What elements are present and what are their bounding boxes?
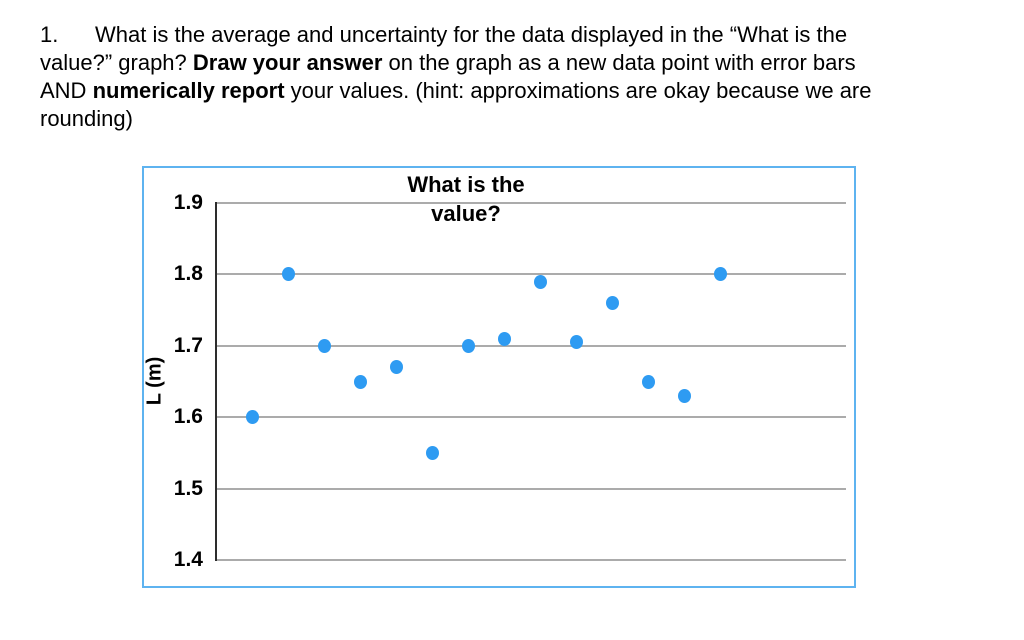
- gridline: [217, 273, 846, 276]
- question-line: 1. What is the average and uncertainty f…: [40, 21, 1000, 49]
- chart-title: What is the value?: [407, 170, 524, 228]
- question-line: AND numerically report your values. (hin…: [40, 77, 1000, 105]
- plot-area: 1.9 1.8 1.7 1.6 1.5 1.4: [174, 192, 846, 571]
- data-point: [498, 331, 512, 346]
- y-tick-label: 1.4: [173, 548, 203, 571]
- gridline: [217, 559, 846, 561]
- chart-title-line2: value?: [431, 201, 501, 226]
- data-point: [282, 267, 296, 282]
- question-segment: 1. What is the average and uncertainty f…: [40, 22, 848, 47]
- y-axis-label: L (m): [143, 356, 166, 406]
- question-segment: on the graph as a new data point with er…: [382, 50, 856, 75]
- y-tick-label: 1.8: [173, 262, 203, 286]
- data-point: [390, 360, 404, 375]
- question-bold-segment: Draw your answer: [192, 50, 383, 75]
- question-segment: your values. (hint: approximations are o…: [284, 78, 872, 103]
- data-point: [713, 267, 727, 282]
- question-text: 1. What is the average and uncertainty f…: [40, 21, 1000, 133]
- gridline: [217, 202, 846, 204]
- y-tick-label: 1.9: [173, 191, 203, 214]
- gridline: [217, 344, 846, 347]
- question-line: value?” graph? Draw your answer on the g…: [40, 49, 1000, 77]
- data-point: [462, 338, 476, 353]
- question-line: rounding): [40, 105, 1000, 133]
- data-point: [246, 410, 260, 425]
- question-segment: AND: [40, 78, 93, 103]
- data-point: [605, 295, 619, 310]
- y-tick-label: 1.6: [173, 405, 203, 429]
- y-tick-label: 1.7: [173, 333, 203, 357]
- data-point: [677, 388, 691, 403]
- gridline: [217, 416, 846, 419]
- gridline: [217, 487, 846, 490]
- chart-title-line1: What is the: [407, 172, 525, 197]
- chart-container: What is the value? L (m) 1.9 1.8 1.7 1.6 1.5…: [142, 166, 856, 588]
- data-point: [426, 445, 440, 460]
- y-axis-line: [215, 202, 217, 561]
- data-point: [569, 335, 583, 350]
- data-point: [641, 374, 655, 389]
- data-point: [318, 338, 332, 353]
- y-tick-label: 1.5: [173, 476, 203, 500]
- data-point: [533, 274, 547, 289]
- data-point: [354, 374, 368, 389]
- question-segment: rounding): [40, 106, 133, 131]
- question-bold-segment: numerically report: [92, 78, 285, 103]
- question-segment: value?” graph?: [40, 50, 193, 75]
